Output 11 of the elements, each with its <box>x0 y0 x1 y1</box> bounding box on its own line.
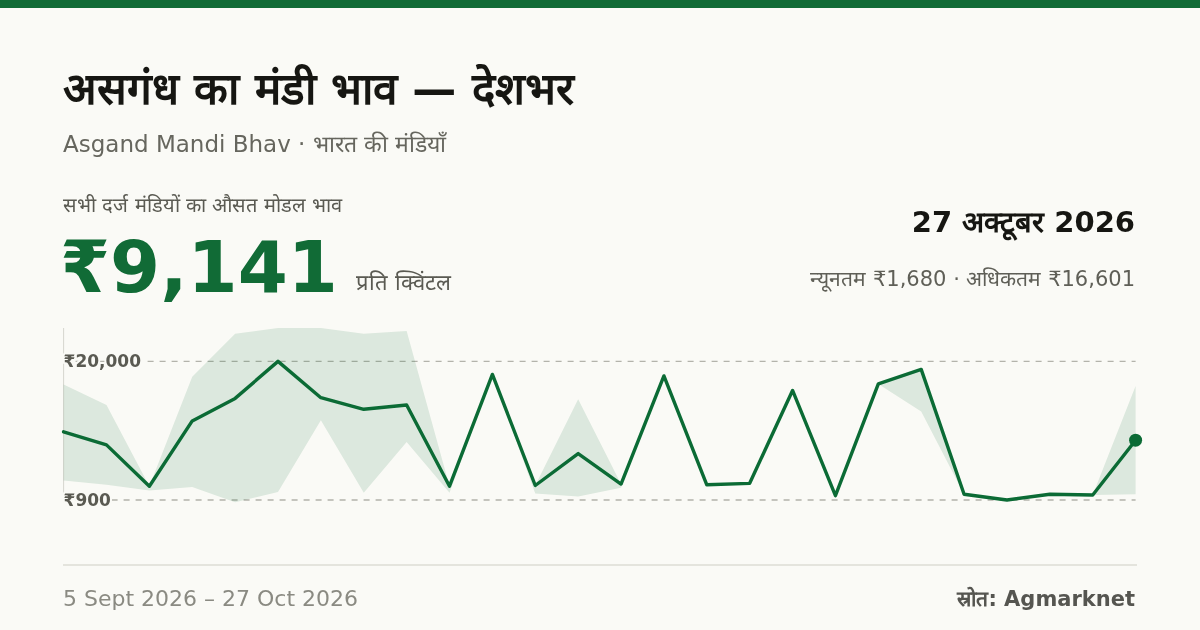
text: प्रति क्विंटल <box>355 270 452 295</box>
chart-title: असगंध का मंडी भाव — देशभर <box>63 63 576 114</box>
y-tick-label: ₹20,000 <box>63 351 142 372</box>
text: न्यूनतम ₹1,680 · अधिकतम ₹16,601 <box>810 267 1135 292</box>
text: 5 Sept 2026 – 27 Oct 2026 <box>63 586 359 611</box>
y-tick-label: ₹900 <box>63 489 112 510</box>
text: स्रोत: Agmarknet <box>956 586 1135 611</box>
text: 27 अक्टूबर 2026 <box>911 205 1135 241</box>
text: सभी दर्ज मंडियों का औसत मोडल भाव <box>63 193 344 217</box>
text: ₹9,141 <box>60 225 338 309</box>
chart-subtitle: Asgand Mandi Bhav · भारत की मंडियाँ <box>63 131 449 157</box>
